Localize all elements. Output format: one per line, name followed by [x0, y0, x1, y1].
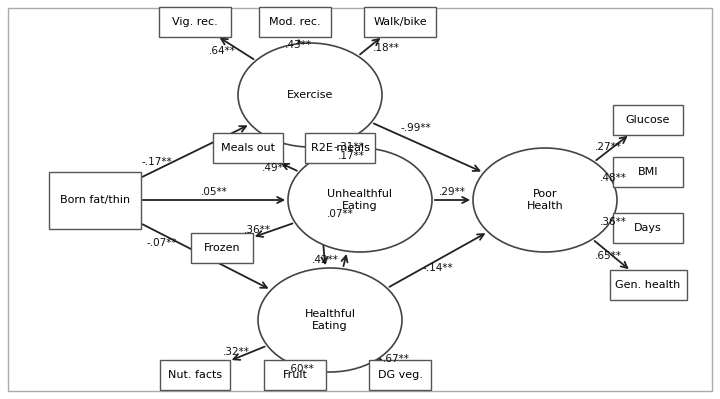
FancyBboxPatch shape: [213, 133, 283, 163]
FancyBboxPatch shape: [369, 360, 431, 390]
FancyBboxPatch shape: [364, 7, 436, 37]
Text: -.17**: -.17**: [142, 157, 172, 167]
Text: Meals out: Meals out: [221, 143, 275, 153]
FancyArrowPatch shape: [315, 150, 328, 263]
Text: Days: Days: [634, 223, 662, 233]
FancyArrowPatch shape: [595, 241, 627, 268]
Text: Frozen: Frozen: [204, 243, 240, 253]
Text: Born fat/thin: Born fat/thin: [60, 195, 130, 205]
Text: .65**: .65**: [595, 251, 621, 261]
Text: .36**: .36**: [244, 225, 271, 235]
FancyArrowPatch shape: [338, 151, 344, 158]
Text: Unhealthful
Eating: Unhealthful Eating: [328, 189, 392, 211]
FancyBboxPatch shape: [160, 360, 230, 390]
FancyArrowPatch shape: [143, 197, 283, 203]
FancyBboxPatch shape: [49, 172, 141, 229]
Text: Gen. health: Gen. health: [616, 280, 680, 290]
FancyArrowPatch shape: [360, 39, 379, 54]
Text: -.99**: -.99**: [401, 123, 431, 134]
Text: .17**: .17**: [338, 151, 364, 161]
FancyArrowPatch shape: [374, 354, 381, 360]
FancyArrowPatch shape: [256, 223, 292, 237]
Text: .18**: .18**: [372, 43, 400, 53]
Text: -.31**: -.31**: [333, 142, 364, 152]
Text: .43**: .43**: [285, 40, 312, 49]
Text: Poor
Health: Poor Health: [526, 189, 563, 211]
Text: .27**: .27**: [595, 142, 622, 152]
Text: .42**: .42**: [312, 255, 338, 265]
FancyArrowPatch shape: [606, 180, 613, 186]
FancyArrowPatch shape: [435, 197, 468, 203]
Ellipse shape: [473, 148, 617, 252]
FancyBboxPatch shape: [613, 105, 683, 135]
FancyBboxPatch shape: [259, 7, 331, 37]
Text: .48**: .48**: [600, 172, 626, 182]
Text: .29**: .29**: [439, 187, 466, 197]
Text: Walk/bike: Walk/bike: [373, 17, 427, 27]
FancyBboxPatch shape: [613, 157, 683, 187]
Ellipse shape: [288, 148, 432, 252]
FancyBboxPatch shape: [159, 7, 231, 37]
FancyArrowPatch shape: [297, 40, 303, 47]
FancyBboxPatch shape: [264, 360, 326, 390]
Text: -.14**: -.14**: [422, 263, 453, 273]
Text: Mod. rec.: Mod. rec.: [269, 17, 321, 27]
FancyArrowPatch shape: [143, 126, 246, 177]
FancyArrowPatch shape: [606, 214, 613, 219]
Text: Vig. rec.: Vig. rec.: [172, 17, 218, 27]
FancyArrowPatch shape: [143, 224, 267, 288]
Text: .67**: .67**: [382, 354, 410, 364]
FancyArrowPatch shape: [329, 140, 335, 147]
Text: .64**: .64**: [209, 46, 236, 56]
Text: .32**: .32**: [222, 347, 249, 357]
FancyBboxPatch shape: [610, 270, 686, 300]
Text: .60**: .60**: [288, 364, 315, 374]
FancyArrowPatch shape: [374, 124, 480, 171]
Text: .49**: .49**: [261, 163, 289, 173]
Text: Exercise: Exercise: [287, 90, 333, 100]
Ellipse shape: [238, 43, 382, 147]
Text: -.07**: -.07**: [146, 238, 176, 248]
Text: Glucose: Glucose: [626, 115, 670, 125]
FancyArrowPatch shape: [295, 365, 302, 372]
FancyArrowPatch shape: [341, 256, 348, 266]
FancyArrowPatch shape: [390, 234, 484, 287]
FancyBboxPatch shape: [613, 213, 683, 243]
Text: Fruit: Fruit: [282, 370, 307, 380]
Text: Healthful
Eating: Healthful Eating: [305, 309, 356, 331]
FancyBboxPatch shape: [191, 233, 253, 263]
Text: .36**: .36**: [600, 217, 626, 227]
Text: BMI: BMI: [638, 167, 658, 177]
Text: DG veg.: DG veg.: [377, 370, 423, 380]
FancyArrowPatch shape: [233, 347, 265, 360]
FancyArrowPatch shape: [221, 39, 253, 59]
Ellipse shape: [258, 268, 402, 372]
FancyArrowPatch shape: [596, 137, 626, 160]
Text: Nut. facts: Nut. facts: [168, 370, 222, 380]
FancyBboxPatch shape: [305, 133, 375, 163]
Text: R2E meals: R2E meals: [310, 143, 369, 153]
FancyArrowPatch shape: [282, 164, 297, 171]
Text: .07**: .07**: [327, 209, 354, 219]
Text: .05**: .05**: [201, 187, 228, 197]
